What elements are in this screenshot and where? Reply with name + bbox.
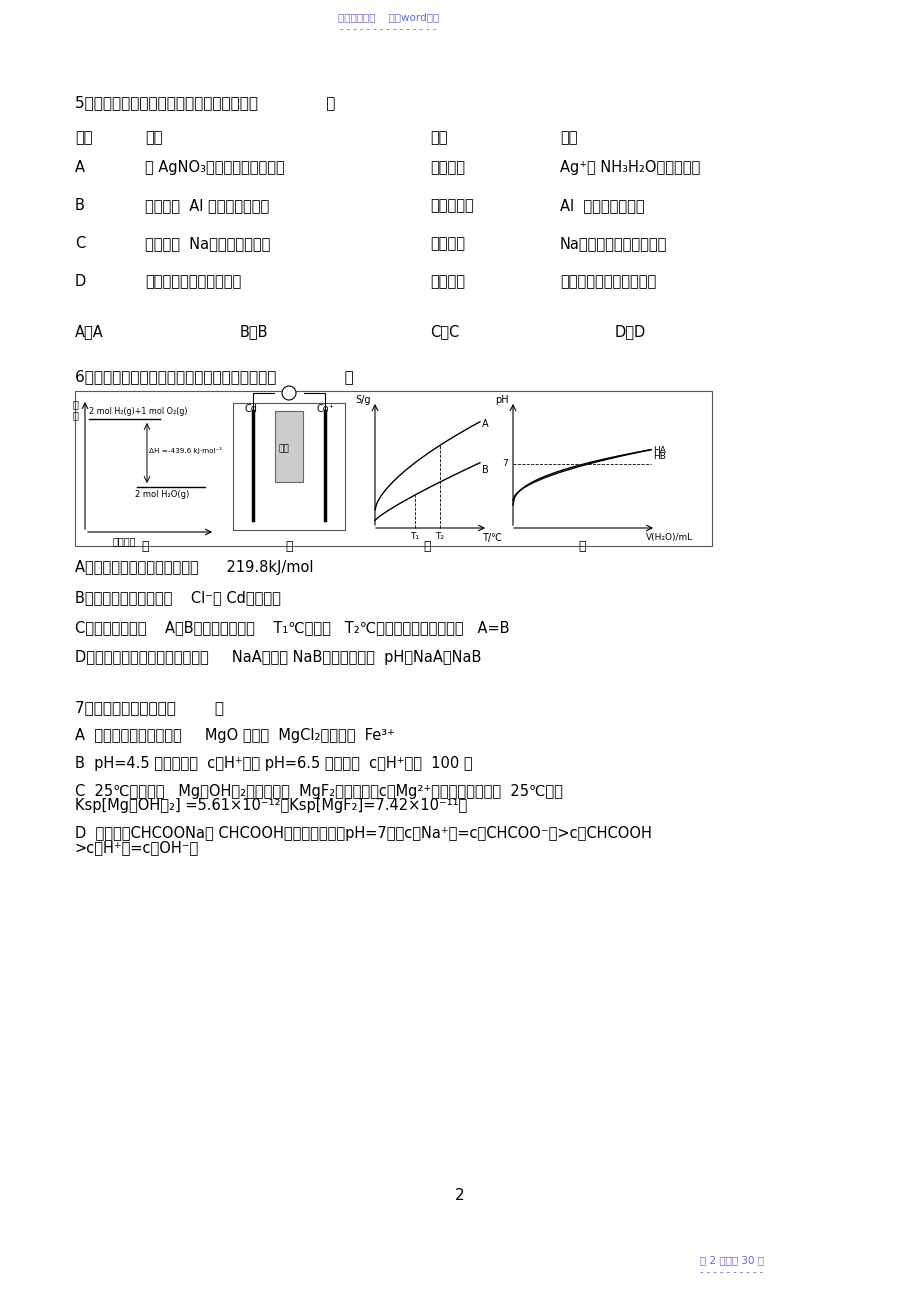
Text: Al  与浓硝酸不反应: Al 与浓硝酸不反应 <box>560 198 644 212</box>
Text: 现象: 现象 <box>429 130 447 145</box>
Text: A: A <box>286 388 292 397</box>
Text: 2 mol H₂(g)+1 mol O₂(g): 2 mol H₂(g)+1 mol O₂(g) <box>89 407 187 416</box>
Text: T₂: T₂ <box>435 532 444 541</box>
Text: 选项: 选项 <box>75 130 93 145</box>
Text: A．A: A．A <box>75 324 104 339</box>
Text: B: B <box>482 465 488 474</box>
Text: 7: 7 <box>502 459 507 468</box>
Text: 盐桥: 盐桥 <box>278 444 289 453</box>
Text: >c（H⁺）=c（OH⁻）: >c（H⁺）=c（OH⁻） <box>75 840 199 855</box>
Text: 丁: 丁 <box>578 539 585 552</box>
Text: - - - - - - - - - - - - - - -: - - - - - - - - - - - - - - - <box>340 23 436 34</box>
Text: 溶液澄清: 溶液澄清 <box>429 160 464 175</box>
Text: Na能置换出醇羟基中的氢: Na能置换出醇羟基中的氢 <box>560 236 666 251</box>
Text: B  pH=4.5 的番茄汁中  c（H⁺）是 pH=6.5 的牛奶中  c（H⁺）的  100 倍: B pH=4.5 的番茄汁中 c（H⁺）是 pH=6.5 的牛奶中 c（H⁺）的… <box>75 756 472 771</box>
Text: 乙: 乙 <box>285 539 292 552</box>
Text: C  25℃时，饱和   Mg（OH）₂溶液与饱和  MgF₂溶液相比，c（Mg²⁺）一样大（已知：  25℃时，: C 25℃时，饱和 Mg（OH）₂溶液与饱和 MgF₂溶液相比，c（Mg²⁺）一… <box>75 784 562 799</box>
Text: A: A <box>482 418 488 429</box>
Text: 2: 2 <box>455 1188 464 1203</box>
Text: 无明显变化: 无明显变化 <box>429 198 473 212</box>
Text: Ksp[Mg（OH）₂] =5.61×10⁻¹²，Ksp[MgF₂]=7.42×10⁻¹¹）: Ksp[Mg（OH）₂] =5.61×10⁻¹²，Ksp[MgF₂]=7.42×… <box>75 797 467 813</box>
Text: pH: pH <box>494 395 508 405</box>
Text: S/g: S/g <box>355 395 370 405</box>
Text: Co⁺: Co⁺ <box>317 404 335 414</box>
Text: C．C: C．C <box>429 324 459 339</box>
Text: 铁与水在高温下发生反应: 铁与水在高温下发生反应 <box>560 274 655 289</box>
Text: 6．以下关于各图表与对应的表达不相符合的是（              ）: 6．以下关于各图表与对应的表达不相符合的是（ ） <box>75 369 354 384</box>
Text: 结论: 结论 <box>560 130 577 145</box>
Text: 将一小块  Na放入无水乙醇中: 将一小块 Na放入无水乙醇中 <box>145 236 270 251</box>
Text: T₁: T₁ <box>410 532 418 541</box>
Text: D．D: D．D <box>614 324 645 339</box>
Text: 名师伴你总结    精品word资料: 名师伴你总结 精品word资料 <box>337 12 438 22</box>
Text: B．由乙可知：盐桥中的    Cl⁻向 Cd电极移动: B．由乙可知：盐桥中的 Cl⁻向 Cd电极移动 <box>75 590 280 605</box>
Bar <box>75 391 711 546</box>
Text: D: D <box>75 274 86 289</box>
Text: 5．以下试验的现象与对应结论均正确选项（              ）: 5．以下试验的现象与对应结论均正确选项（ ） <box>75 95 335 109</box>
Text: 能: 能 <box>73 399 79 409</box>
Text: B: B <box>75 198 85 212</box>
Text: ΔH =-439.6 kJ·mol⁻¹: ΔH =-439.6 kJ·mol⁻¹ <box>149 447 222 453</box>
Text: 7．以下表达错误选项（        ）: 7．以下表达错误选项（ ） <box>75 700 223 715</box>
Text: T/℃: T/℃ <box>482 533 502 543</box>
Text: 2 mol H₂O(g): 2 mol H₂O(g) <box>135 490 189 499</box>
Text: 反应过程: 反应过程 <box>113 536 136 546</box>
Text: 将水蒸气通过灼热的铁粉: 将水蒸气通过灼热的铁粉 <box>145 274 241 289</box>
Text: HA: HA <box>652 446 665 455</box>
Text: 操作: 操作 <box>145 130 163 145</box>
Text: C．由丙可知：将    A、B饱和溶液分别由    T₁℃升温至   T₂℃时，溶质的质量分数：   A=B: C．由丙可知：将 A、B饱和溶液分别由 T₁℃升温至 T₂℃时，溶质的质量分数：… <box>75 620 509 635</box>
Text: A: A <box>75 160 85 175</box>
Text: 甲: 甲 <box>142 539 149 552</box>
Text: D  常温下，CHCOONa和 CHCOOHの混合溶液中（pH=7）：c（Na⁺）=c（CHCOO⁻）>c（CHCOOH: D 常温下，CHCOONa和 CHCOOHの混合溶液中（pH=7）：c（Na⁺）… <box>75 826 652 840</box>
Text: Ag⁺与 NH₃H₂O能大量共存: Ag⁺与 NH₃H₂O能大量共存 <box>560 160 699 175</box>
Text: HB: HB <box>652 452 665 461</box>
Text: A．由甲可知：氢气的燃烧热为      219.8kJ/mol: A．由甲可知：氢气的燃烧热为 219.8kJ/mol <box>75 560 313 575</box>
Text: A  在加热搅拌条件下加入     MgO 可除去  MgCl₂溶液中的  Fe³⁺: A 在加热搅拌条件下加入 MgO 可除去 MgCl₂溶液中的 Fe³⁺ <box>75 728 394 743</box>
Text: 量: 量 <box>73 410 79 420</box>
Circle shape <box>282 386 296 400</box>
Text: Cd: Cd <box>244 404 257 414</box>
Text: V(H₂O)/mL: V(H₂O)/mL <box>645 533 693 542</box>
Text: 丙: 丙 <box>423 539 430 552</box>
Text: - - - - - - - - - -: - - - - - - - - - - <box>699 1267 762 1277</box>
Text: 粉末变红: 粉末变红 <box>429 274 464 289</box>
Text: B．B: B．B <box>240 324 268 339</box>
Text: 向 AgNO₃溶液中滴加过量氨水: 向 AgNO₃溶液中滴加过量氨水 <box>145 160 285 175</box>
Text: D．由丁可知：同温度、同浓度的     NaA溶液与 NaB溶液相比，其  pH：NaA＜NaB: D．由丁可知：同温度、同浓度的 NaA溶液与 NaB溶液相比，其 pH：NaA＜… <box>75 650 481 665</box>
Text: C: C <box>75 236 85 251</box>
Bar <box>275 410 302 482</box>
Bar <box>233 403 345 530</box>
Text: 常温下将  Al 片放入浓硝酸中: 常温下将 Al 片放入浓硝酸中 <box>145 198 269 212</box>
Text: 第 2 页，共 30 页: 第 2 页，共 30 页 <box>699 1255 763 1265</box>
Text: 产慑怒泡: 产慑怒泡 <box>429 236 464 251</box>
